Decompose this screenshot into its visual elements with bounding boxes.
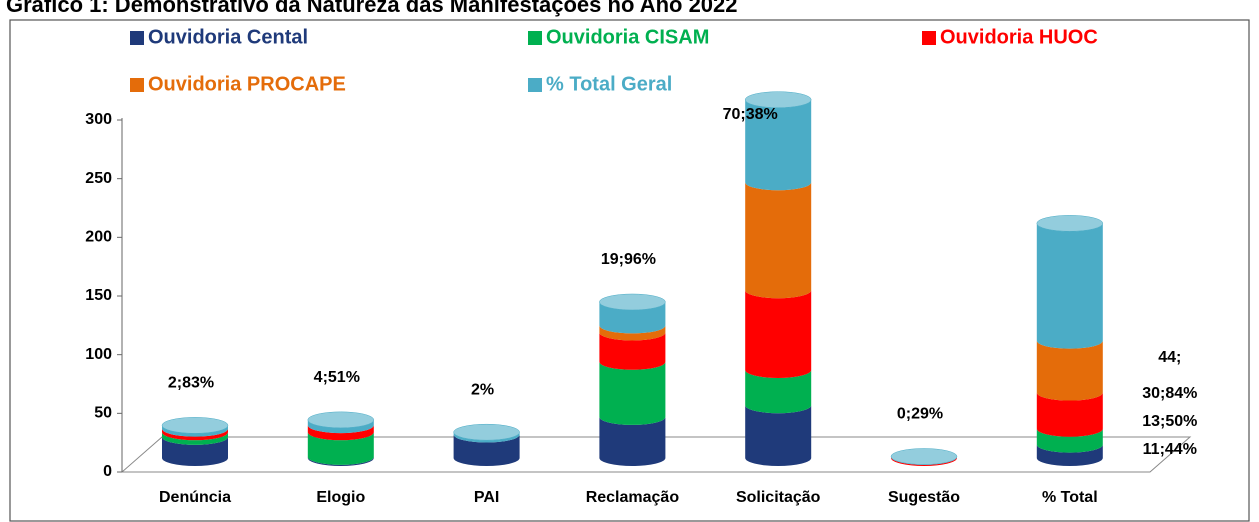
legend-label: % Total Geral [546, 73, 672, 95]
data-label: 2;83% [168, 375, 214, 392]
cylinder-segment [745, 370, 812, 414]
cylinder-top [890, 448, 958, 465]
data-label: 44; [1158, 349, 1181, 366]
data-label: 30;84% [1142, 385, 1197, 402]
legend-label: Ouvidoria PROCAPE [148, 73, 346, 95]
cylinder-segment [1036, 444, 1103, 466]
y-tick-label: 100 [85, 346, 112, 363]
cylinder-segment [162, 425, 228, 437]
data-label: 2% [471, 381, 494, 398]
legend-swatch [922, 31, 936, 45]
x-tick-label: PAI [474, 489, 499, 506]
cylinder-segment [599, 301, 666, 334]
data-label: 4;51% [314, 369, 360, 386]
cylinder-segment [745, 99, 812, 191]
legend-label: Ouvidoria Cental [148, 26, 308, 48]
cylinder-segment [307, 425, 374, 441]
cylinder-segment [307, 432, 374, 465]
cylinder-segment [162, 432, 228, 445]
cylinder-segment [1036, 340, 1103, 401]
data-label: 11;44% [1143, 441, 1197, 458]
y-tick-label: 50 [94, 405, 112, 422]
cylinder-segment [307, 419, 374, 434]
data-label: 13;50% [1142, 413, 1197, 430]
y-tick-label: 150 [85, 287, 112, 304]
cylinder-segment [599, 332, 666, 370]
cylinder-top [161, 417, 229, 434]
chart-title: Gráfico 1: Demonstrativo da Natureza das… [6, 0, 738, 17]
cylinder-segment [162, 436, 228, 466]
data-label: 70;38% [723, 106, 778, 123]
legend-label: Ouvidoria HUOC [940, 26, 1098, 48]
cylinder-segment [453, 432, 520, 443]
cylinder-segment [745, 290, 812, 378]
legend-swatch [528, 31, 542, 45]
y-tick-label: 200 [85, 229, 112, 246]
cylinder-segment [599, 416, 666, 466]
cylinder-segment [745, 405, 812, 466]
legend-label: Ouvidoria CISAM [546, 26, 709, 48]
cylinder-segment [1036, 428, 1103, 453]
cylinder-top [453, 423, 520, 441]
x-tick-label: Reclamação [586, 489, 680, 506]
x-tick-label: % Total [1042, 489, 1098, 506]
x-tick-label: Sugestão [888, 489, 960, 506]
cylinder-segment [599, 361, 666, 425]
cylinder-segment [599, 325, 666, 341]
cylinder-segment [745, 182, 812, 299]
data-label: 19;96% [601, 251, 656, 268]
cylinder-segment [162, 428, 228, 441]
y-tick-label: 300 [85, 111, 112, 128]
legend-swatch [130, 31, 144, 45]
x-tick-label: Elogio [316, 489, 365, 506]
cylinder-top [1036, 215, 1104, 232]
cylinder-top [599, 293, 666, 311]
legend-swatch [130, 78, 144, 92]
cylinder-top [307, 411, 375, 429]
cylinder-top [744, 91, 812, 108]
legend-swatch [528, 78, 542, 92]
y-tick-label: 250 [85, 170, 112, 187]
x-tick-label: Denúncia [159, 489, 231, 506]
cylinder-segment [453, 434, 520, 466]
x-tick-label: Solicitação [736, 489, 821, 506]
data-label: 0;29% [897, 406, 943, 423]
cylinder-segment [1036, 392, 1103, 437]
cylinder-segment [1036, 223, 1103, 349]
y-tick-label: 0 [103, 463, 112, 480]
